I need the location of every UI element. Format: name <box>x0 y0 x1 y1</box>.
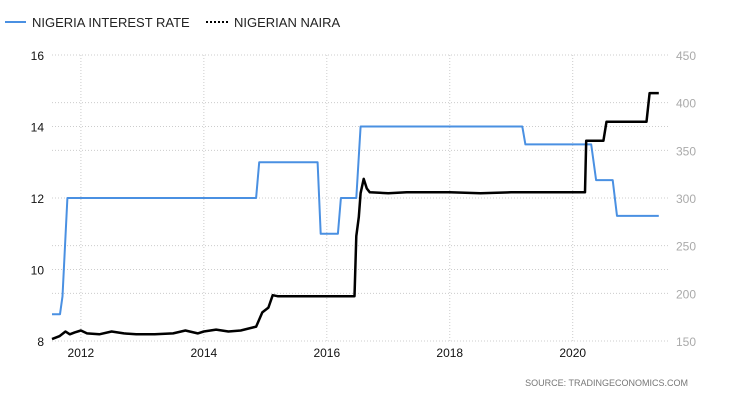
right-tick-label: 250 <box>676 240 696 254</box>
x-tick-label: 2012 <box>68 346 95 360</box>
left-tick-label: 10 <box>31 264 45 278</box>
x-tick-label: 2016 <box>313 346 340 360</box>
source-label: SOURCE: TRADINGECONOMICS.COM <box>525 378 688 388</box>
right-tick-label: 450 <box>676 49 696 63</box>
right-tick-label: 200 <box>676 287 696 301</box>
right-tick-label: 400 <box>676 97 696 111</box>
x-tick-label: 2018 <box>436 346 463 360</box>
left-tick-label: 8 <box>37 335 44 349</box>
interest-rate-line <box>52 125 659 316</box>
left-tick-label: 14 <box>31 121 45 135</box>
legend-label-naira: NIGERIAN NAIRA <box>234 15 341 30</box>
legend-label-interest-rate: NIGERIA INTEREST RATE <box>32 15 190 30</box>
left-tick-label: 12 <box>31 192 45 206</box>
right-tick-label: 150 <box>676 335 696 349</box>
right-tick-label: 350 <box>676 144 696 158</box>
x-tick-label: 2014 <box>190 346 217 360</box>
naira-line <box>51 91 659 341</box>
legend: NIGERIA INTEREST RATE NIGERIAN NAIRA <box>5 15 341 30</box>
left-tick-label: 16 <box>31 49 45 63</box>
right-tick-label: 300 <box>676 192 696 206</box>
x-tick-label: 2020 <box>559 346 586 360</box>
